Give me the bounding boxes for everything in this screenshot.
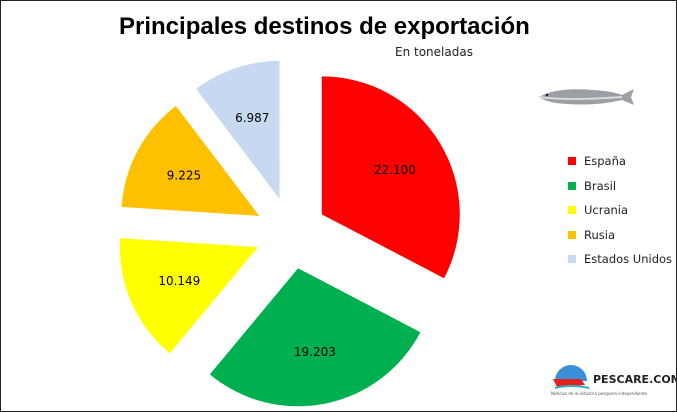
legend-label: Brasil bbox=[584, 178, 617, 193]
pie-slice-rusia bbox=[121, 105, 260, 216]
logo-tagline: Noticias de la industria pesquera indepe… bbox=[551, 391, 648, 396]
legend-swatch bbox=[568, 206, 576, 215]
data-label: 19.203 bbox=[294, 345, 336, 359]
legend-item: Brasil bbox=[568, 174, 672, 199]
chart-title: Principales destinos de exportación bbox=[119, 13, 530, 40]
legend-item: Estados Unidos bbox=[568, 247, 672, 272]
legend-label: Ucrania bbox=[584, 203, 629, 218]
legend-swatch bbox=[568, 230, 576, 239]
data-label: 22.100 bbox=[374, 163, 416, 177]
chart-subtitle: En toneladas bbox=[395, 45, 473, 59]
data-label: 10.149 bbox=[158, 274, 200, 288]
logo-text: PESCARE.COM.AR bbox=[593, 373, 676, 386]
pie-slice-brasil bbox=[209, 268, 421, 407]
legend: España Brasil Ucrania Rusia Estados Unidos bbox=[568, 149, 672, 272]
data-label: 9.225 bbox=[167, 168, 201, 182]
pie-slice-estados-unidos bbox=[196, 60, 280, 199]
boat-logo-icon bbox=[553, 365, 589, 389]
legend-label: Estados Unidos bbox=[584, 252, 673, 267]
legend-swatch bbox=[568, 255, 576, 264]
data-label: 6.987 bbox=[235, 111, 269, 125]
legend-label: Rusia bbox=[584, 227, 615, 242]
fish-image bbox=[538, 89, 634, 105]
legend-item: Ucrania bbox=[568, 198, 672, 223]
pescare-logo: PESCARE.COM.AR Noticias de la industria … bbox=[551, 363, 676, 403]
legend-swatch bbox=[568, 181, 576, 190]
legend-swatch bbox=[568, 157, 576, 166]
pie-slice-españa bbox=[321, 76, 460, 279]
legend-label: España bbox=[584, 154, 626, 169]
legend-item: Rusia bbox=[568, 223, 672, 248]
legend-item: España bbox=[568, 149, 672, 174]
pie-slice-ucrania bbox=[119, 238, 258, 354]
